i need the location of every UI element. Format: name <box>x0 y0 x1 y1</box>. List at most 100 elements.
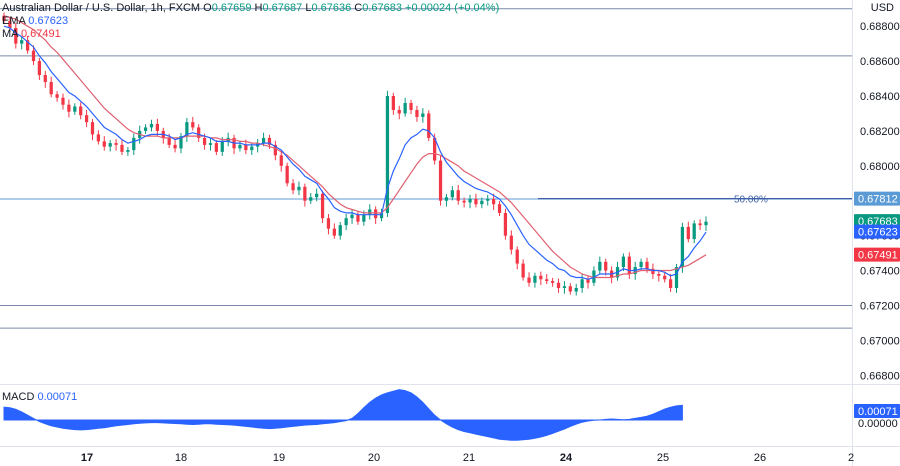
candle-body <box>480 200 484 205</box>
x-tick-label: 25 <box>657 452 669 464</box>
y-tick-label: 0.68600 <box>860 56 900 68</box>
candle-body <box>433 137 437 161</box>
candle-body <box>468 198 472 203</box>
candle-body <box>545 279 549 282</box>
y-tick-label: 0.68000 <box>860 161 900 173</box>
candle-body <box>503 212 508 236</box>
candle-body <box>657 274 661 276</box>
candle-body <box>214 143 218 152</box>
ma-label: MA <box>2 28 18 40</box>
candle-body <box>385 96 390 213</box>
candle-body <box>173 144 177 149</box>
candle-body <box>303 186 307 201</box>
price-tag-label: 0.67623 <box>858 227 898 239</box>
candle-body <box>533 275 537 283</box>
candle-body <box>273 144 277 156</box>
candle-body <box>550 281 555 283</box>
high-label: H <box>254 2 263 14</box>
symbol-title: Australian Dollar / U.S. Dollar, 1h, FXC… <box>2 2 201 14</box>
candle-body <box>73 106 77 112</box>
candle-body <box>344 218 348 226</box>
candle-body <box>621 256 626 268</box>
candle-body <box>238 144 242 149</box>
ema-line <box>3 25 707 280</box>
candle-body <box>462 200 466 203</box>
candle-body <box>415 109 419 117</box>
x-tick-label: 24 <box>560 452 573 464</box>
candle-body <box>674 267 679 288</box>
candle-body <box>149 123 154 128</box>
close-value: 0.67683 <box>362 2 402 14</box>
candle-body <box>421 113 425 117</box>
candle-body <box>698 223 702 226</box>
candle-body <box>297 186 301 191</box>
price-tag-label: 0.67491 <box>858 250 898 262</box>
candle-body <box>356 214 360 222</box>
candle-body <box>515 249 519 264</box>
x-tick-label: 19 <box>273 452 285 464</box>
ema-label: EMA <box>2 15 26 27</box>
candle-body <box>55 94 59 98</box>
ema-legend[interactable]: EMA 0.67623 <box>2 14 68 28</box>
candle-body <box>285 165 289 184</box>
candle-body <box>155 123 160 131</box>
candle-body <box>379 212 384 219</box>
x-tick-label: 2 <box>848 452 854 464</box>
candle-body <box>31 50 36 62</box>
candle-body <box>43 75 47 83</box>
candle-body <box>680 226 685 268</box>
price-tag: 0.67491 <box>854 247 900 262</box>
candle-body <box>202 137 207 145</box>
candle-body <box>267 137 272 145</box>
macd-tag-bg <box>854 404 900 418</box>
candle-body <box>108 143 112 147</box>
candle-body <box>338 225 342 236</box>
candle-body <box>556 282 561 288</box>
y-tick-label: 0.68800 <box>860 21 900 33</box>
candle-body <box>645 261 649 269</box>
x-tick-label: 18 <box>175 452 187 464</box>
price-tag: 0.67623 <box>854 224 900 239</box>
macd-zero-label: 0.00000 <box>858 418 898 430</box>
x-tick-label: 20 <box>368 452 380 464</box>
ema-value: 0.67623 <box>28 15 69 27</box>
candle-body <box>474 198 478 205</box>
candle-body <box>120 144 124 152</box>
candle-body <box>450 190 454 198</box>
candle-body <box>25 40 30 51</box>
currency-label: USD <box>870 2 894 14</box>
x-axis: 17 18 19 20 21 24 25 26 2 <box>81 452 854 464</box>
low-value: 0.67636 <box>311 2 352 14</box>
ma-legend[interactable]: MA 0.67491 <box>2 27 61 41</box>
candle-body <box>96 134 101 142</box>
candle-body <box>114 143 118 145</box>
candle-body <box>14 27 18 44</box>
candle-body <box>527 277 531 283</box>
macd-legend[interactable]: MACD 0.00071 <box>2 390 77 404</box>
candle-body <box>586 279 590 283</box>
candle-body <box>604 261 608 271</box>
candle-body <box>692 223 696 240</box>
candle-body <box>185 122 189 137</box>
candle-body <box>562 286 567 288</box>
candle-body <box>486 198 490 201</box>
x-tick-label: 21 <box>463 452 475 464</box>
price-tag-bg <box>854 191 900 206</box>
open-label: O <box>203 2 212 14</box>
candle-body <box>167 137 171 145</box>
candle-body <box>8 20 12 28</box>
candle-body <box>2 15 6 21</box>
price-tag-bg <box>854 247 900 262</box>
y-tick-label: 0.67200 <box>860 300 900 312</box>
candle-body <box>67 104 71 112</box>
fib-label: 50.00% <box>734 195 768 206</box>
chart-header: Australian Dollar / U.S. Dollar, 1h, FXC… <box>2 0 499 16</box>
y-axis: 0.68800 0.68600 0.68400 0.68200 0.68000 0.678… <box>854 21 900 430</box>
candle-body <box>686 226 690 240</box>
close-label: C <box>354 2 363 14</box>
y-tick-label: 0.67000 <box>860 335 900 347</box>
candle-body <box>179 136 183 149</box>
candle-body <box>326 218 331 229</box>
